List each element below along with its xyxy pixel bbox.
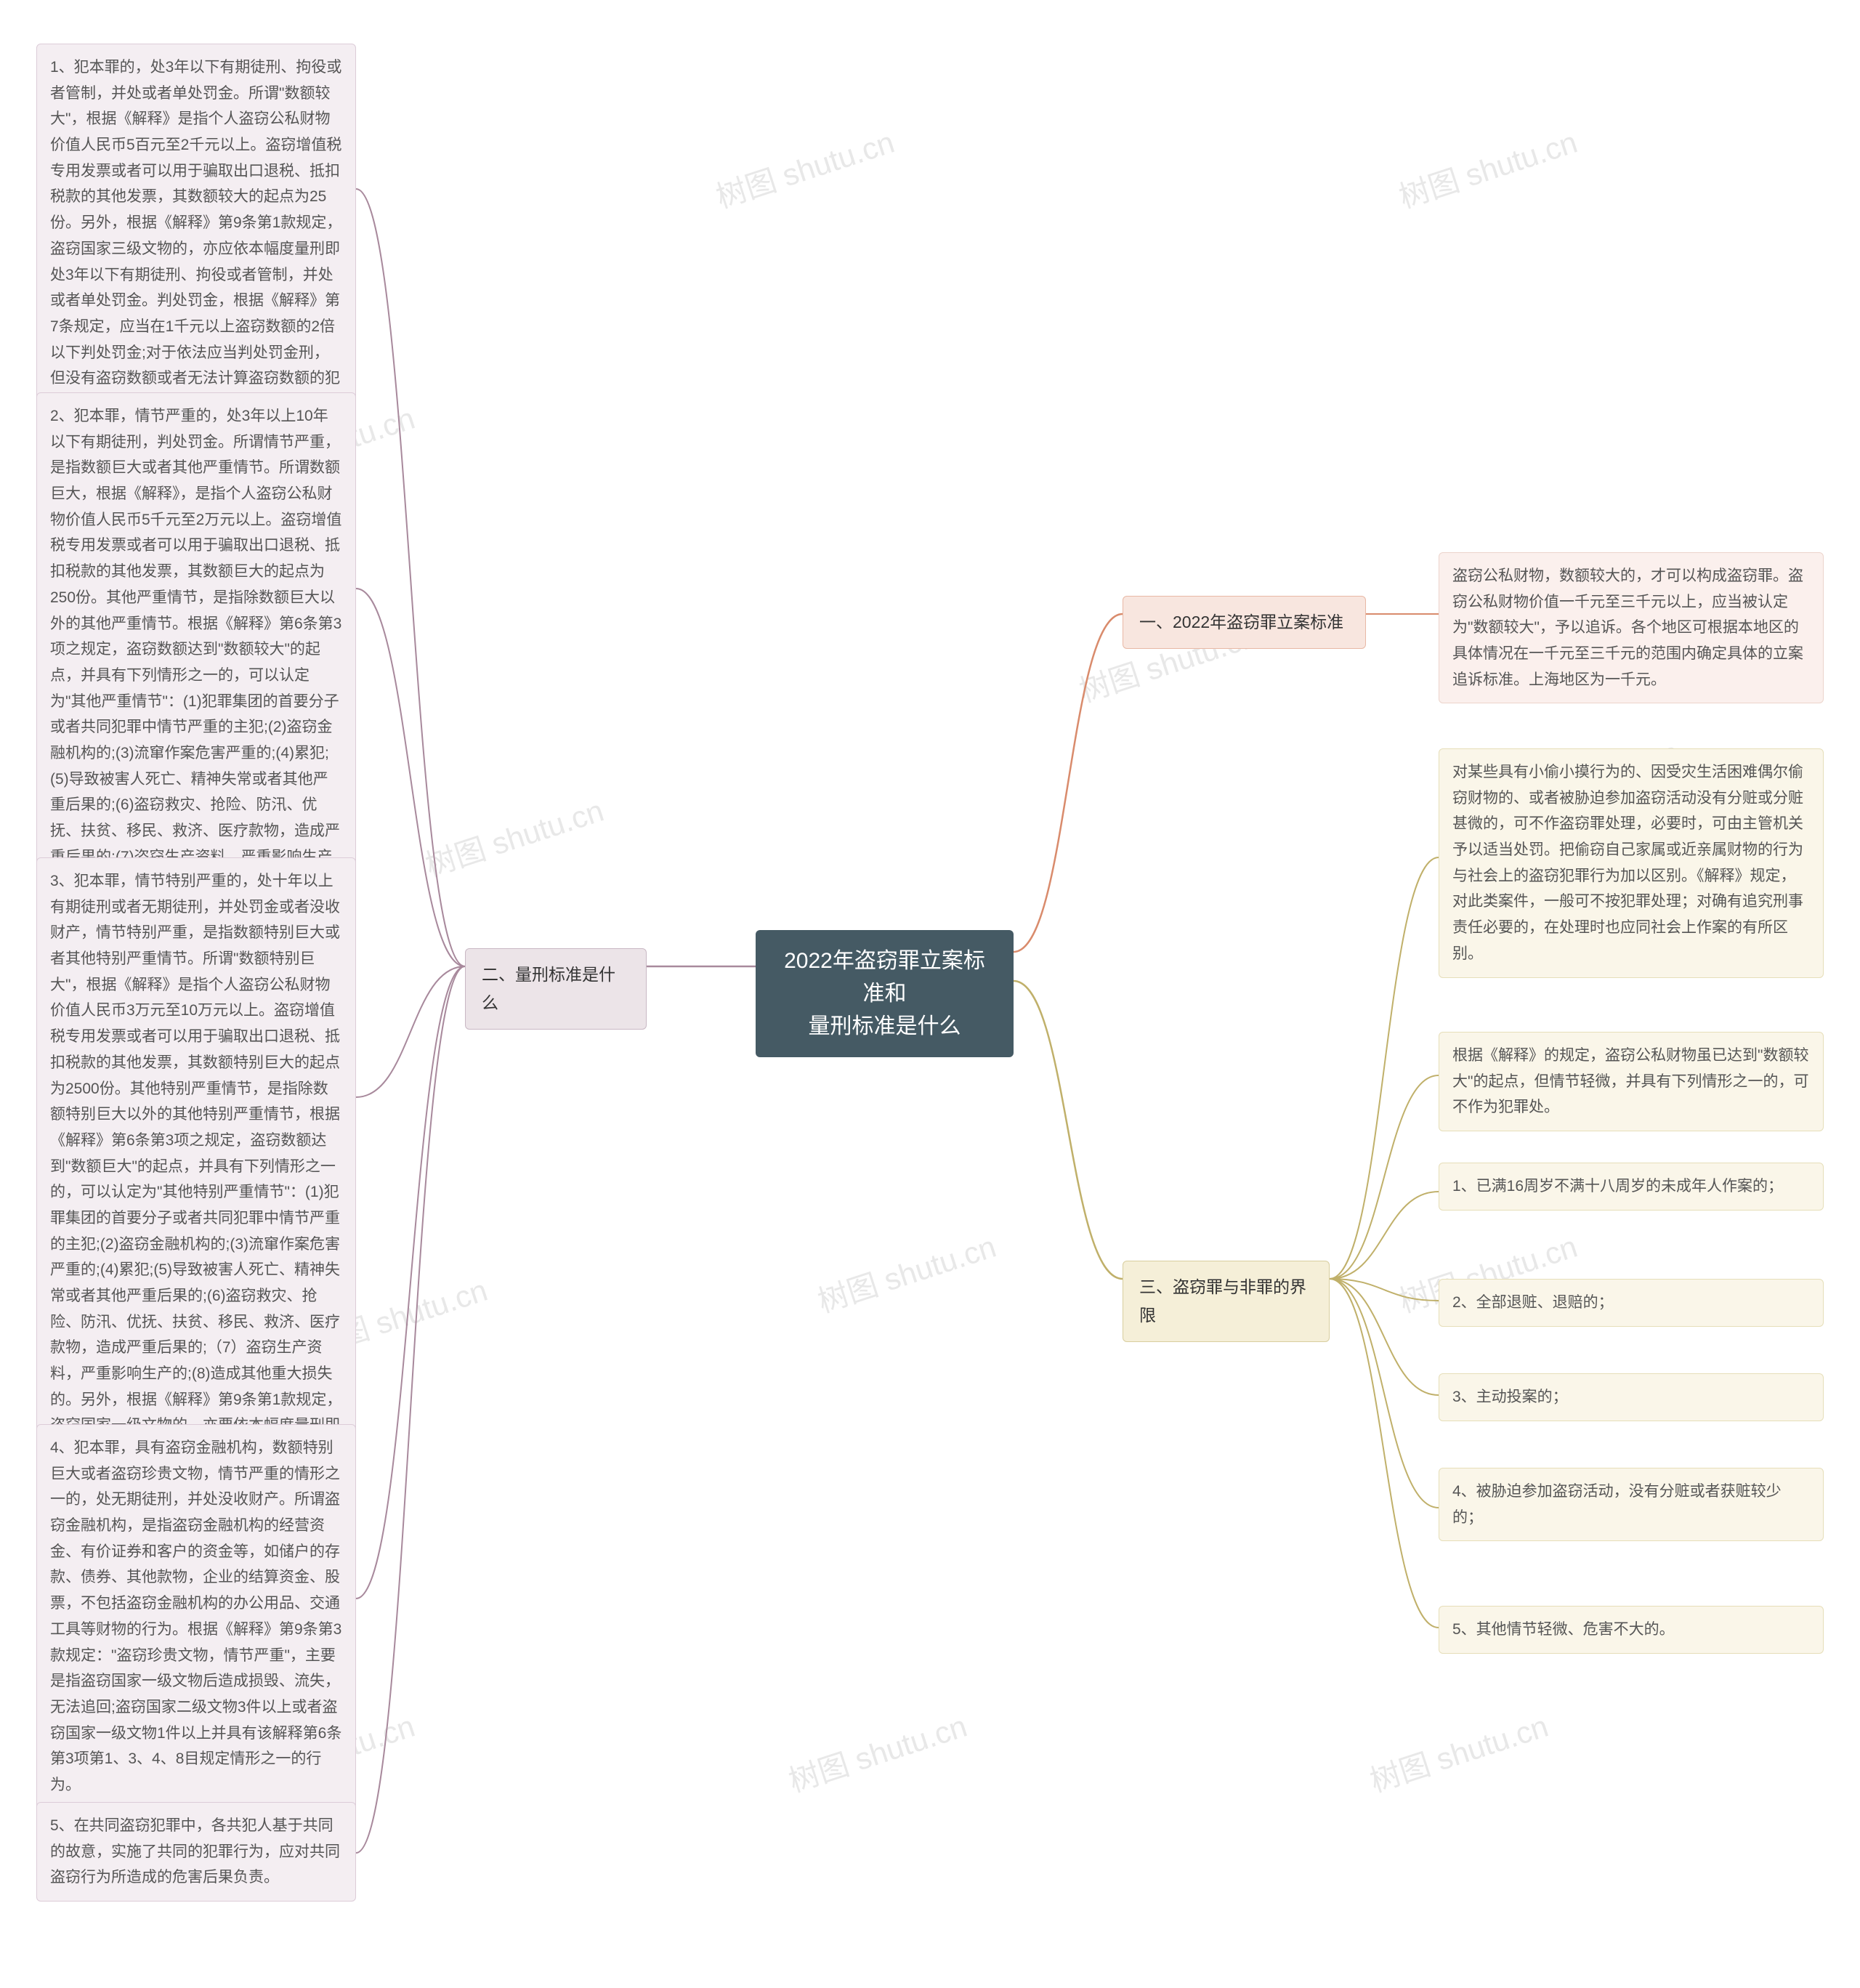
center-title-line1: 2022年盗窃罪立案标准和 [784,949,985,1006]
center-node: 2022年盗窃罪立案标准和 量刑标准是什么 [756,930,1014,1057]
watermark: 树图 shutu.cn [1393,118,1582,217]
branch3-leaf-6: 5、其他情节轻微、危害不大的。 [1439,1606,1824,1654]
branch2-leaf-3: 4、犯本罪，具有盗窃金融机构，数额特别巨大或者盗窃珍贵文物，情节严重的情形之一的… [36,1424,356,1809]
branch2-leaf-4: 5、在共同盗窃犯罪中，各共犯人基于共同的故意，实施了共同的犯罪行为，应对共同盗窃… [36,1802,356,1902]
branch1-node: 一、2022年盗窃罪立案标准 [1123,596,1366,649]
branch3-leaf-1: 根据《解释》的规定，盗窃公私财物虽已达到"数额较大"的起点，但情节轻微，并具有下… [1439,1032,1824,1131]
branch1-leaf: 盗窃公私财物，数额较大的，才可以构成盗窃罪。盗窃公私财物价值一千元至三千元以上，… [1439,552,1824,703]
watermark: 树图 shutu.cn [419,786,609,886]
branch2-node: 二、量刑标准是什么 [465,948,647,1030]
watermark: 树图 shutu.cn [1364,1702,1553,1801]
branch3-leaf-5: 4、被胁迫参加盗窃活动，没有分赃或者获赃较少的； [1439,1468,1824,1541]
branch3-leaf-2: 1、已满16周岁不满十八周岁的未成年人作案的； [1439,1163,1824,1211]
branch2-leaf-2: 3、犯本罪，情节特别严重的，处十年以上有期徒刑或者无期徒刑，并处罚金或者没收财产… [36,857,356,1502]
watermark: 树图 shutu.cn [710,118,899,217]
watermark: 树图 shutu.cn [812,1222,1001,1322]
branch3-leaf-0: 对某些具有小偷小摸行为的、因受灾生活困难偶尔偷窃财物的、或者被胁迫参加盗窃活动没… [1439,748,1824,978]
branch3-node: 三、盗窃罪与非罪的界限 [1123,1261,1330,1342]
branch3-leaf-4: 3、主动投案的； [1439,1373,1824,1421]
center-title-line2: 量刑标准是什么 [809,1014,961,1038]
watermark: 树图 shutu.cn [783,1702,972,1801]
branch3-leaf-3: 2、全部退赃、退赔的； [1439,1279,1824,1327]
